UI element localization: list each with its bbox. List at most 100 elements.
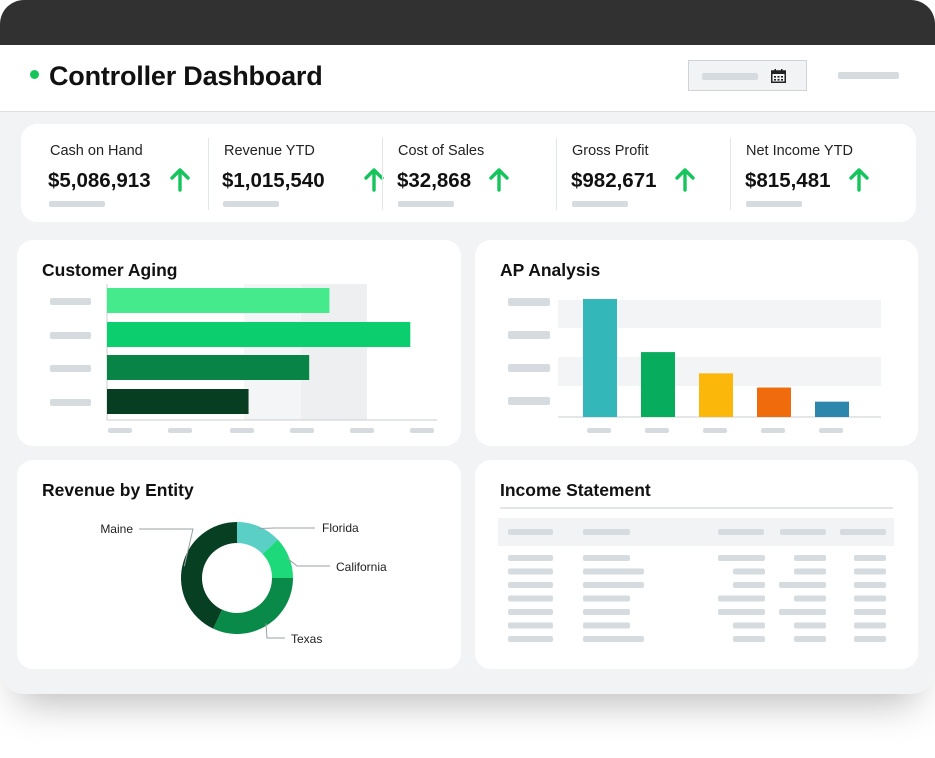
arrow-up-icon <box>364 168 384 192</box>
aging-bar[interactable] <box>107 288 330 313</box>
kpi-divider <box>730 138 731 210</box>
table-cell-placeholder <box>718 595 765 602</box>
table-cell-placeholder <box>583 609 630 615</box>
axis-label-placeholder <box>508 298 550 306</box>
tick-label-placeholder <box>108 428 132 433</box>
revenue-by-entity-card: Revenue by Entity Florida California Texas… <box>17 460 461 669</box>
axis-label-placeholder <box>508 397 550 405</box>
table-cell-placeholder <box>508 622 553 629</box>
aging-bar[interactable] <box>107 355 310 380</box>
slice-label: Maine <box>100 522 133 536</box>
table-cell-placeholder <box>508 609 553 615</box>
ap-bar[interactable] <box>757 387 791 418</box>
leader-line <box>286 557 330 567</box>
kpi-label: Cost of Sales <box>398 143 485 159</box>
table-cell-placeholder <box>718 609 765 615</box>
table-cell-placeholder <box>583 595 630 602</box>
customer-aging-chart[interactable] <box>17 240 461 446</box>
ap-analysis-chart[interactable] <box>475 240 918 446</box>
slice-label: Florida <box>322 521 359 535</box>
table-cell-placeholder <box>854 622 886 629</box>
card-title: Revenue by Entity <box>42 480 194 500</box>
header-cell-placeholder <box>583 529 630 535</box>
kpi-divider <box>382 138 383 210</box>
table-cell-placeholder <box>779 582 826 588</box>
window-title-bar <box>0 0 935 45</box>
kpi-value: $5,086,913 <box>48 169 151 192</box>
ap-bar[interactable] <box>699 373 733 417</box>
table-cell-placeholder <box>508 636 553 642</box>
kpi-value: $32,868 <box>397 169 472 192</box>
table-cell-placeholder <box>794 636 826 642</box>
arrow-up-icon <box>489 168 509 192</box>
donut-slice-florida[interactable] <box>237 522 278 555</box>
customer-aging-card: Customer Aging <box>17 240 461 446</box>
kpi-revenue-ytd[interactable]: Revenue YTD $1,015,540 <box>209 124 384 222</box>
kpi-value: $982,671 <box>571 169 657 192</box>
kpi-cost-of-sales[interactable]: Cost of Sales $32,868 <box>383 124 557 222</box>
dashboard-window: Controller Dashboard Cash on Hand $5,086… <box>0 0 935 694</box>
tick-label-placeholder <box>703 428 727 433</box>
ap-bar[interactable] <box>815 401 849 417</box>
card-title: AP Analysis <box>500 260 601 280</box>
axis-label-placeholder <box>508 331 550 339</box>
donut-slice-california[interactable] <box>262 539 293 578</box>
kpi-label: Net Income YTD <box>746 143 853 159</box>
kpi-value: $815,481 <box>745 169 831 192</box>
slice-label: Texas <box>291 632 322 646</box>
category-label-placeholder <box>50 332 91 339</box>
kpi-strip: Cash on Hand $5,086,913 Revenue YTD $1,0… <box>21 124 916 222</box>
axis-label-placeholder <box>508 364 550 372</box>
table-cell-placeholder <box>854 595 886 602</box>
income-statement-table[interactable] <box>475 460 918 669</box>
calendar-icon[interactable] <box>771 69 786 83</box>
kpi-placeholder <box>398 201 454 207</box>
table-cell-placeholder <box>733 582 765 588</box>
tick-label-placeholder <box>645 428 669 433</box>
table-header-row <box>498 518 894 546</box>
table-cell-placeholder <box>508 595 553 602</box>
table-cell-placeholder <box>508 555 553 561</box>
kpi-label: Gross Profit <box>572 143 649 159</box>
slice-label: California <box>336 560 387 574</box>
table-cell-placeholder <box>794 568 826 575</box>
donut-slice-texas[interactable] <box>213 578 293 634</box>
table-cell-placeholder <box>508 568 553 575</box>
card-title: Income Statement <box>500 480 651 500</box>
table-cell-placeholder <box>794 555 826 561</box>
date-picker[interactable] <box>688 60 807 91</box>
table-cell-placeholder <box>854 609 886 615</box>
leader-line <box>139 528 194 567</box>
aging-bar[interactable] <box>107 389 249 414</box>
kpi-net-income-ytd[interactable]: Net Income YTD $815,481 <box>731 124 916 222</box>
revenue-donut-chart[interactable]: Florida California Texas Maine <box>17 460 461 669</box>
page-title: Controller Dashboard <box>49 61 323 91</box>
table-cell-placeholder <box>733 622 765 629</box>
table-cell-placeholder <box>583 622 630 629</box>
kpi-placeholder <box>49 201 105 207</box>
ap-bar[interactable] <box>641 352 675 417</box>
donut-slice-maine[interactable] <box>181 522 237 629</box>
kpi-label: Cash on Hand <box>50 143 143 159</box>
ap-bar[interactable] <box>583 299 617 417</box>
table-cell-placeholder <box>718 555 765 561</box>
tick-label-placeholder <box>587 428 611 433</box>
tick-label-placeholder <box>168 428 192 433</box>
income-statement-card: Income Statement <box>475 460 918 669</box>
kpi-label: Revenue YTD <box>224 143 315 159</box>
table-cell-placeholder <box>779 609 826 615</box>
kpi-placeholder <box>572 201 628 207</box>
table-cell-placeholder <box>794 622 826 629</box>
tick-label-placeholder <box>350 428 374 433</box>
kpi-placeholder <box>746 201 802 207</box>
table-cell-placeholder <box>508 582 553 588</box>
kpi-gross-profit[interactable]: Gross Profit $982,671 <box>557 124 731 222</box>
kpi-cash-on-hand[interactable]: Cash on Hand $5,086,913 <box>21 124 195 222</box>
table-cell-placeholder <box>794 595 826 602</box>
header-cell-placeholder <box>718 529 764 535</box>
table-cell-placeholder <box>733 636 765 642</box>
aging-bar[interactable] <box>107 322 411 347</box>
table-cell-placeholder <box>583 568 644 575</box>
header-cell-placeholder <box>840 529 886 535</box>
kpi-divider <box>556 138 557 210</box>
